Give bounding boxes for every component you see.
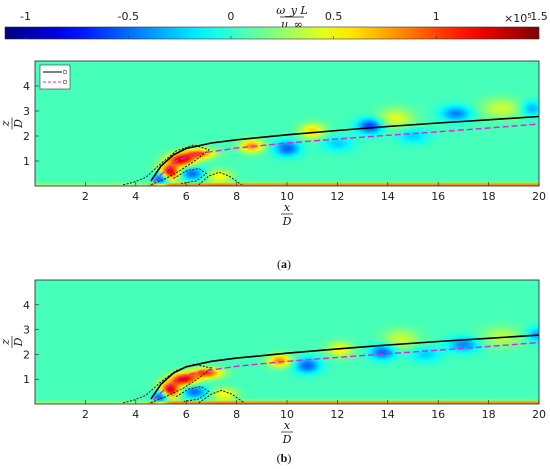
y-tick-label: 1 [23,155,30,168]
legend-marker [62,69,68,75]
x-tick-label: 10 [280,408,294,421]
recirculation-contour [175,386,210,402]
x-tick-label: 4 [132,408,139,421]
legend [39,64,71,90]
legend-marker [62,79,68,85]
x-tick-label: 6 [183,408,190,421]
y-tick-label: 4 [23,299,30,312]
y-tick-label: 4 [23,80,30,93]
y-axis-label-denominator: D [12,337,25,347]
colorbar-tick-label: -0.5 [117,10,138,23]
x-tick-label: 10 [280,190,294,203]
x-tick-label: 2 [82,408,89,421]
y-tick-label: 3 [23,324,30,337]
recirculation-contour [123,144,210,186]
x-axis-label-denominator: D [282,433,292,446]
x-tick-label: 18 [482,408,496,421]
recirculation-contour [123,363,213,404]
vorticity-field [35,61,539,186]
colorbar: ω_y L u_∞ ×105 -1 -0.5 0 0.5 1 1.5 [4,4,548,40]
colorbar-ticks: -1 -0.5 0 0.5 1 1.5 [20,10,548,39]
colorbar-tick-label: 1.5 [530,10,548,23]
recirculation-contour [198,171,242,186]
x-axis-label-numerator: x [284,201,291,214]
colorbar-gradient [4,26,540,40]
panel-caption: (b) [277,451,292,465]
x-tick-label: 8 [233,408,240,421]
x-tick-label: 12 [330,190,344,203]
x-tick-label: 14 [381,190,395,203]
y-tick-label: 3 [23,105,30,118]
y-tick-label: 1 [23,373,30,386]
x-tick-label: 20 [532,190,546,203]
colorbar-tick-label: 0 [227,10,234,23]
x-tick-label: 14 [381,408,395,421]
x-tick-label: 2 [82,190,89,203]
colorbar-tick-label: 1 [433,10,440,23]
x-tick-label: 16 [431,190,445,203]
colorbar-tick-label: -1 [20,10,31,23]
x-axis-label-denominator: D [282,215,292,228]
x-tick-label: 12 [330,408,344,421]
y-tick-label: 2 [23,130,30,143]
colorbar-multiplier: ×105 [504,12,532,25]
recirculation-contour [173,168,208,184]
x-tick-label: 8 [233,190,240,203]
trajectory-solid-line [150,334,539,400]
trajectory-dashed-line [152,341,539,401]
legend-box [39,64,71,90]
trajectory-dashed-line [152,123,539,183]
x-tick-label: 6 [183,190,190,203]
x-tick-label: 20 [532,408,546,421]
x-axis-label-numerator: x [284,419,291,432]
colorbar-tick-label: 0.5 [325,10,343,23]
panel-caption: (a) [277,257,291,271]
x-tick-label: 16 [431,408,445,421]
y-axis-label-numerator: z [0,339,12,346]
x-tick-label: 18 [482,190,496,203]
colorbar-label-numerator: ω_y L [276,4,308,17]
y-tick-label: 2 [23,348,30,361]
y-axis-label-numerator: z [0,120,12,127]
trajectory-solid-line [150,115,539,182]
vorticity-field [35,280,539,404]
y-axis-label-denominator: D [12,119,25,129]
x-tick-label: 4 [132,190,139,203]
recirculation-contour [198,389,245,404]
